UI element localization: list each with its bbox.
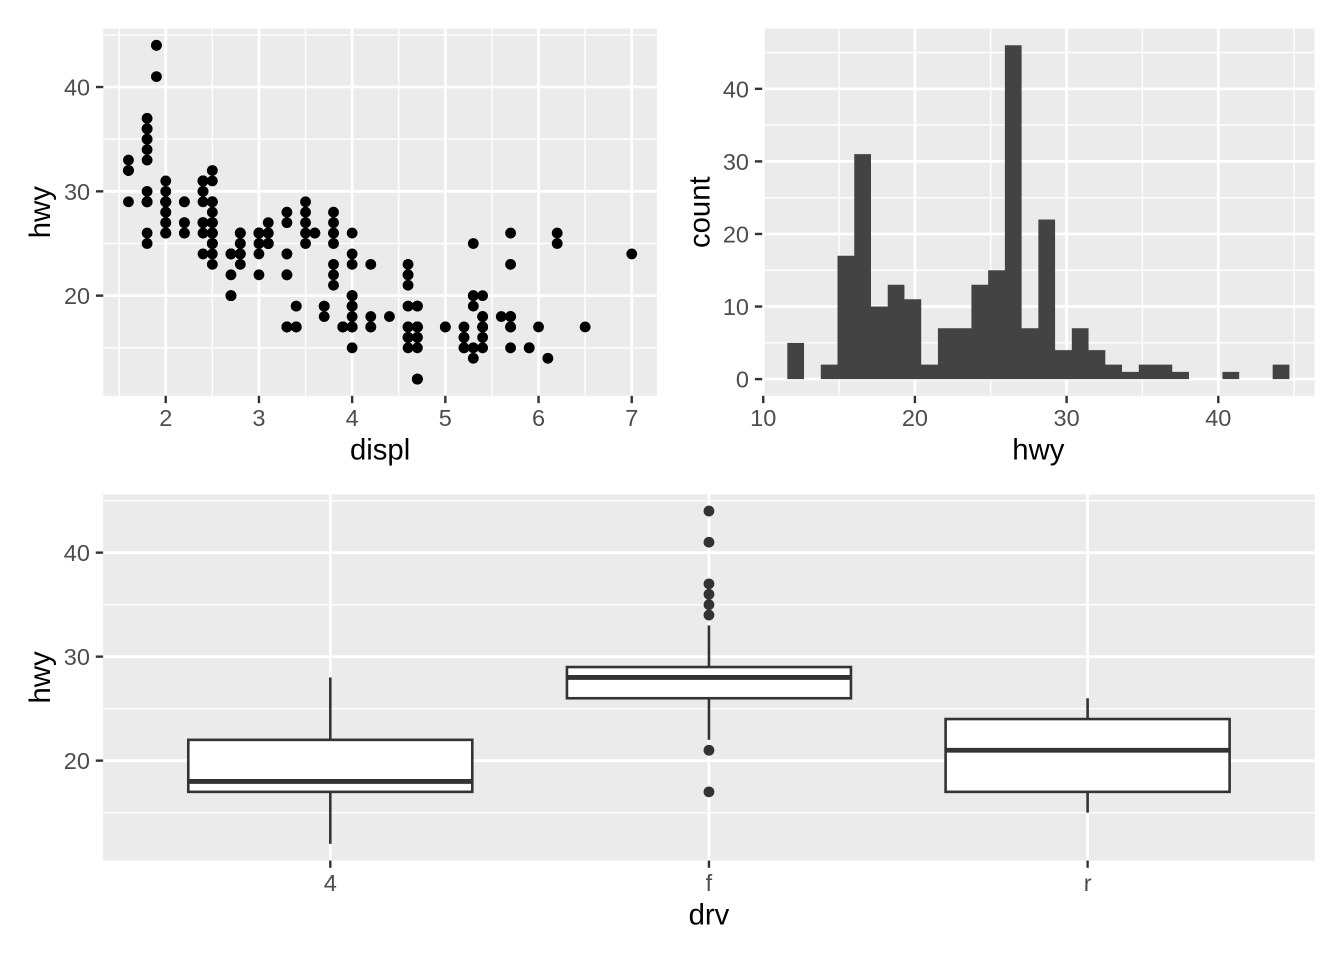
svg-text:6: 6 (532, 405, 545, 431)
svg-text:2: 2 (159, 405, 172, 431)
svg-text:r: r (1084, 870, 1092, 896)
svg-text:displ: displ (350, 434, 410, 467)
svg-text:count: count (683, 176, 716, 248)
svg-text:hwy: hwy (1012, 434, 1064, 467)
svg-text:4: 4 (346, 405, 359, 431)
svg-text:7: 7 (625, 405, 638, 431)
svg-text:10: 10 (723, 294, 749, 320)
svg-text:40: 40 (1205, 405, 1231, 431)
svg-text:hwy: hwy (24, 186, 57, 238)
svg-text:20: 20 (64, 283, 90, 309)
svg-text:40: 40 (64, 75, 90, 101)
svg-text:f: f (706, 870, 713, 896)
svg-text:30: 30 (64, 644, 90, 670)
svg-text:hwy: hwy (24, 651, 57, 703)
svg-text:40: 40 (723, 76, 749, 102)
svg-text:40: 40 (64, 540, 90, 566)
svg-text:20: 20 (902, 405, 928, 431)
svg-text:3: 3 (252, 405, 265, 431)
svg-text:5: 5 (439, 405, 452, 431)
svg-text:drv: drv (689, 898, 730, 931)
svg-text:4: 4 (324, 870, 337, 896)
svg-text:10: 10 (750, 405, 776, 431)
svg-text:0: 0 (736, 367, 749, 393)
svg-text:30: 30 (64, 179, 90, 205)
svg-text:20: 20 (723, 222, 749, 248)
svg-text:30: 30 (1054, 405, 1080, 431)
svg-text:20: 20 (64, 748, 90, 774)
svg-text:30: 30 (723, 149, 749, 175)
